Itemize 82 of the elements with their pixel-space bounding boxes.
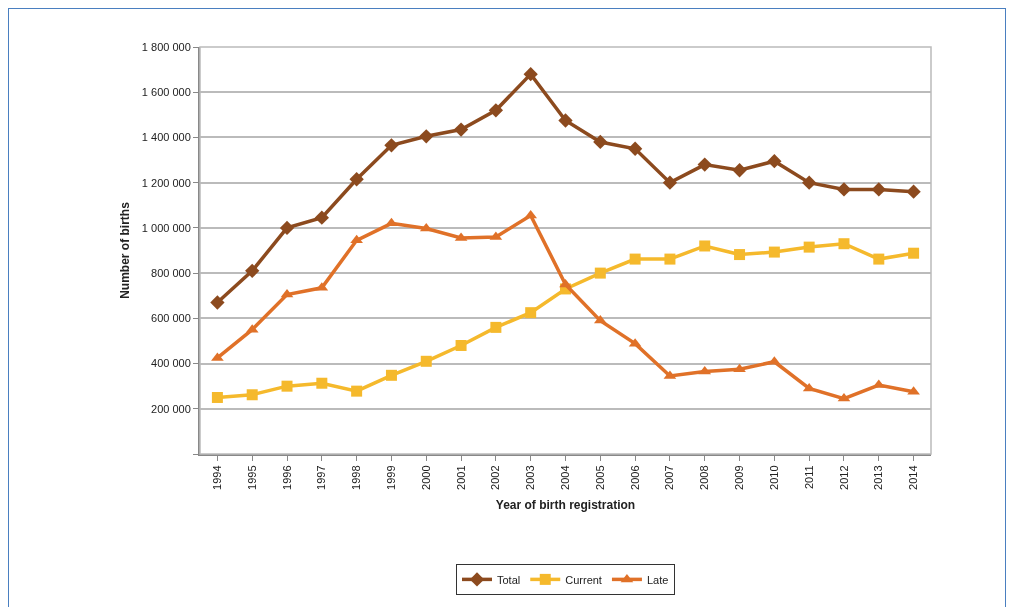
point xyxy=(453,122,469,137)
x-tick-label: 2006 xyxy=(628,465,641,490)
point xyxy=(734,249,746,261)
x-tick-label: 1995 xyxy=(245,465,258,490)
x-tick-label: 1998 xyxy=(350,465,363,490)
x-tick-label: 1997 xyxy=(315,465,328,490)
point xyxy=(699,240,711,252)
point xyxy=(559,278,572,288)
y-tick-label: 800 000 xyxy=(151,266,191,279)
x-tick-label: 1999 xyxy=(385,465,398,490)
point xyxy=(455,339,467,351)
point xyxy=(488,103,504,118)
point xyxy=(558,113,573,128)
x-tick-label: 2008 xyxy=(698,465,711,490)
x-tick-label: 1994 xyxy=(210,465,223,490)
y-tick-label: 200 000 xyxy=(151,402,191,415)
point xyxy=(767,154,782,169)
x-tick-label: 1996 xyxy=(280,465,293,490)
legend-label: Late xyxy=(646,573,669,586)
point xyxy=(906,184,921,199)
x-tick-label: 2003 xyxy=(524,465,537,490)
point xyxy=(593,134,608,150)
point xyxy=(802,382,816,392)
x-tick-label: 2013 xyxy=(872,465,885,490)
point xyxy=(732,163,747,178)
x-tick-label: 2009 xyxy=(733,465,746,490)
point xyxy=(768,246,780,258)
point xyxy=(490,321,502,333)
x-tick-label: 2014 xyxy=(907,465,920,490)
point xyxy=(211,391,223,403)
x-tick-label: 2000 xyxy=(419,465,432,490)
point xyxy=(350,234,363,244)
point xyxy=(246,389,258,401)
x-axis-title: Year of birth registration xyxy=(495,498,636,513)
y-tick-label: 1 200 000 xyxy=(141,176,191,189)
legend-label: Current xyxy=(565,573,602,586)
y-tick-label: 1 800 000 xyxy=(141,40,191,53)
x-tick-label: 2001 xyxy=(454,465,467,490)
y-tick-label: 1 400 000 xyxy=(141,131,191,144)
x-tick-label: 2007 xyxy=(663,465,676,490)
y-axis-title: Number of births xyxy=(117,201,132,299)
point xyxy=(662,175,678,190)
legend-label: Total xyxy=(497,573,521,586)
point xyxy=(385,369,397,381)
point xyxy=(803,241,815,253)
point xyxy=(524,209,538,219)
y-tick-label: 400 000 xyxy=(151,357,191,370)
point xyxy=(838,238,850,250)
point xyxy=(873,253,885,265)
point xyxy=(385,217,398,227)
point xyxy=(664,253,676,265)
x-tick-label: 2012 xyxy=(837,465,850,490)
point xyxy=(627,141,643,156)
point xyxy=(871,182,886,197)
point xyxy=(698,365,712,375)
point xyxy=(697,157,712,172)
x-tick-label: 2005 xyxy=(593,465,606,490)
y-tick-label: 1 600 000 xyxy=(141,86,191,99)
point xyxy=(314,210,329,225)
point xyxy=(594,267,606,279)
x-tick-label: 2004 xyxy=(559,465,572,490)
x-tick-label: 2002 xyxy=(489,465,502,490)
point xyxy=(281,380,293,392)
point xyxy=(210,295,225,310)
point xyxy=(836,182,852,197)
point xyxy=(420,355,432,367)
point xyxy=(384,138,399,153)
y-tick-label: 1 000 000 xyxy=(141,221,191,234)
x-tick-label: 2011 xyxy=(802,465,815,490)
point xyxy=(908,247,920,259)
point xyxy=(349,172,364,187)
point xyxy=(525,307,537,319)
point xyxy=(245,263,260,278)
y-tick-label: 600 000 xyxy=(151,312,191,325)
point xyxy=(279,220,295,236)
point xyxy=(419,129,434,144)
x-tick-label: 2010 xyxy=(767,465,780,490)
point xyxy=(316,377,328,389)
point xyxy=(523,66,538,82)
point xyxy=(629,253,641,265)
point xyxy=(351,385,363,397)
point xyxy=(802,175,817,190)
